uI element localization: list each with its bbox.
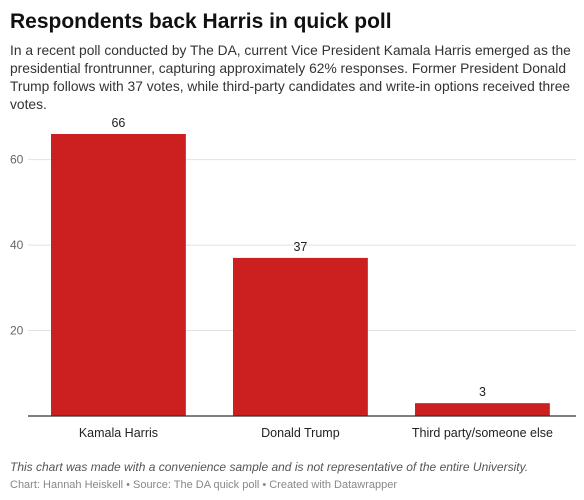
x-tick-label: Kamala Harris bbox=[79, 426, 158, 440]
bar bbox=[415, 403, 550, 416]
chart-source: Source: The DA quick poll bbox=[132, 479, 260, 491]
data-label: 3 bbox=[479, 385, 486, 399]
chart-note: This chart was made with a convenience s… bbox=[10, 460, 529, 474]
footer-separator: • bbox=[262, 479, 267, 491]
bar bbox=[233, 257, 368, 416]
data-label: 37 bbox=[293, 240, 307, 254]
x-tick-label: Third party/someone else bbox=[412, 426, 553, 440]
x-tick-label: Donald Trump bbox=[261, 426, 340, 440]
chart-credit: Chart: Hannah Heiskell bbox=[10, 479, 124, 491]
footer-separator: • bbox=[126, 479, 130, 491]
chart-title: Respondents back Harris in quick poll bbox=[10, 10, 392, 33]
y-tick-label: 20 bbox=[10, 324, 24, 338]
chart-tool-credit: Created with Datawrapper bbox=[269, 479, 398, 491]
chart-subtitle: In a recent poll conducted by The DA, cu… bbox=[10, 43, 571, 112]
y-tick-label: 60 bbox=[10, 153, 24, 167]
bar bbox=[51, 134, 186, 416]
chart-footer: Chart: Hannah Heiskell • Source: The DA qu… bbox=[10, 478, 576, 492]
data-label: 66 bbox=[111, 116, 125, 130]
y-tick-label: 40 bbox=[10, 238, 24, 252]
